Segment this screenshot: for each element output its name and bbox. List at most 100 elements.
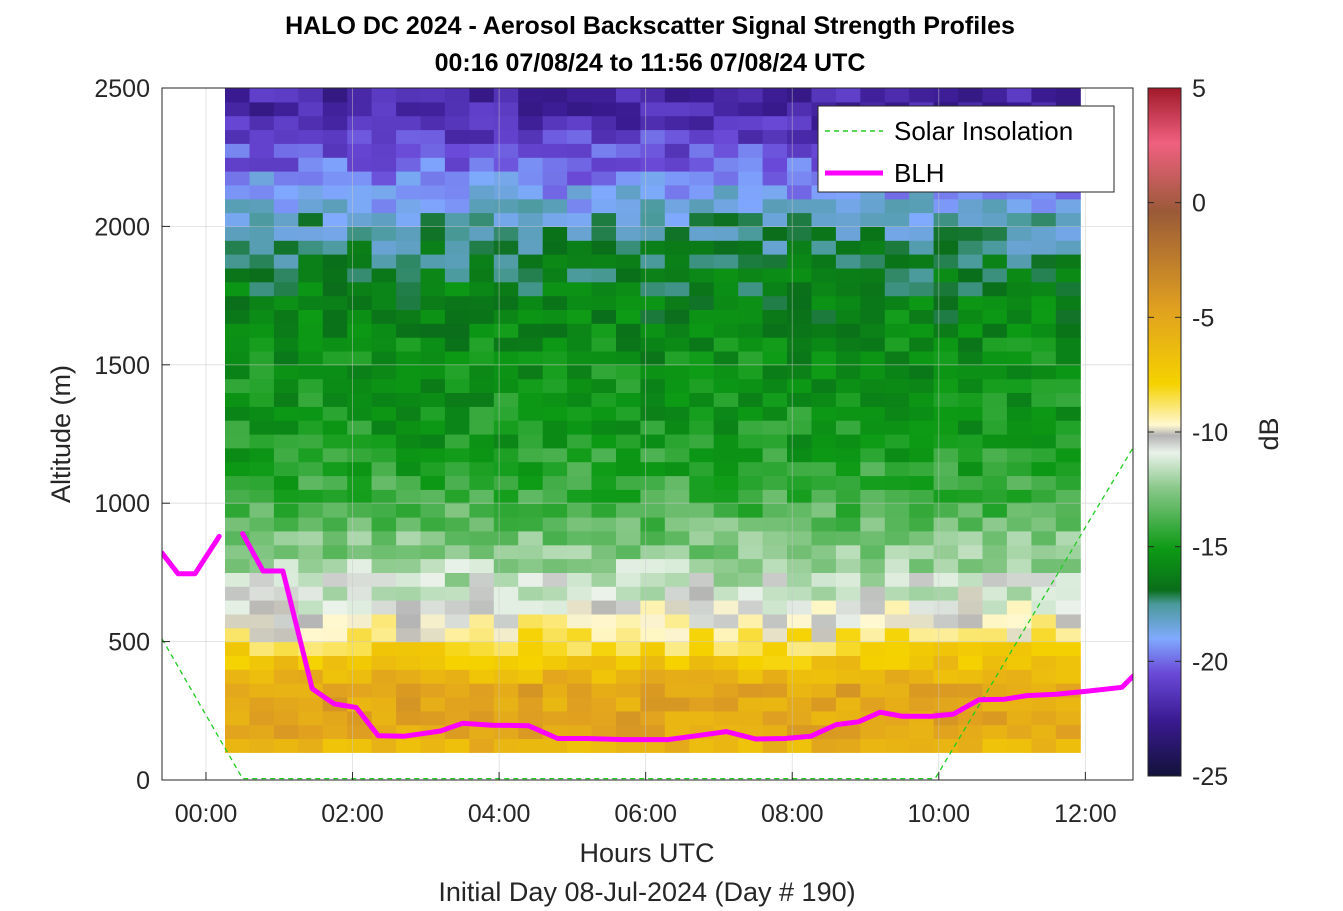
heatmap-cell [640,683,666,698]
heatmap-cell [909,267,935,283]
heatmap-cell [396,517,422,532]
heatmap-cell [835,337,861,352]
heatmap-cell [591,226,617,241]
heatmap-cell [591,143,617,158]
heatmap-cell [1006,364,1032,380]
heatmap-cell [420,101,446,117]
heatmap-cell [860,323,886,338]
x-tick-label: 08:00 [761,800,824,828]
heatmap-cell [396,337,422,352]
heatmap-cell [444,337,470,352]
heatmap-cell [396,461,422,477]
series-line-blh [162,533,222,577]
heatmap-cell [689,572,715,587]
heatmap-cell [493,406,519,421]
heatmap-cell [298,184,324,200]
heatmap-cell [738,406,764,421]
heatmap-cell [689,544,715,560]
heatmap-cell [689,447,715,463]
heatmap-cell [518,530,544,546]
heatmap-cell [982,392,1008,407]
heatmap-cell [616,627,641,643]
heatmap-cell [493,669,519,684]
heatmap-cell [444,530,470,546]
heatmap-cell [738,738,764,753]
heatmap-cell [713,88,739,103]
heatmap-cell [542,295,568,310]
heatmap-cell [835,198,861,214]
heatmap-cell [322,724,348,739]
heatmap-cell [249,323,275,338]
heatmap-cell [542,655,568,670]
heatmap-cell [933,406,959,421]
heatmap-cell [1006,198,1032,214]
heatmap-cell [835,530,861,546]
heatmap-cell [616,240,641,255]
heatmap-cell [420,240,446,255]
heatmap-cell [664,184,690,200]
heatmap-cell [347,378,373,393]
heatmap-cell [396,613,422,629]
heatmap-cell [616,378,641,393]
heatmap-cell [249,724,275,739]
heatmap-cell [958,503,984,518]
heatmap-cell [982,309,1008,324]
heatmap-cell [347,157,373,172]
heatmap-cell [273,517,299,532]
heatmap-cell [713,710,739,726]
heatmap-cell [567,613,593,629]
heatmap-cell [469,129,495,144]
heatmap-cell [396,447,422,463]
heatmap-cell [273,697,299,712]
heatmap-cell [225,88,250,103]
heatmap-cell [1031,337,1057,352]
heatmap-cell [640,115,666,131]
heatmap-cell [811,281,837,297]
heatmap-cell [469,683,495,698]
heatmap-cell [640,530,666,546]
heatmap-cell [958,669,984,684]
heatmap-cell [1006,641,1032,656]
heatmap-cell [591,517,617,532]
heatmap-cell [396,267,422,283]
heatmap-cell [347,683,373,698]
heatmap-cell [371,406,397,421]
heatmap-cell [396,295,422,310]
heatmap-cell [591,683,617,698]
heatmap-cell [1031,267,1057,283]
heatmap-cell [591,697,617,712]
heatmap-cell [811,447,837,463]
heatmap-cell [591,351,617,366]
heatmap-cell [811,323,837,338]
heatmap-cell [567,392,593,407]
heatmap-cell [738,683,764,698]
heatmap-cell [762,337,788,352]
heatmap-cell [347,212,373,227]
heatmap-cell [884,586,910,601]
heatmap-cell [958,378,984,393]
heatmap-cell [347,240,373,255]
heatmap-cell [542,586,568,601]
heatmap-cell [762,669,788,684]
heatmap-cell [640,586,666,601]
heatmap-cell [273,351,299,366]
heatmap-cell [787,558,812,573]
heatmap-cell [762,461,788,477]
heatmap-cell [567,738,593,753]
heatmap-cell [787,503,812,518]
heatmap-cell [762,572,788,587]
heatmap-cell [298,143,324,158]
heatmap-cell [273,309,299,324]
heatmap-cell [493,420,519,435]
heatmap-cell [371,669,397,684]
heatmap-cell [347,171,373,186]
heatmap-cell [835,254,861,269]
heatmap-cell [689,434,715,449]
heatmap-cell [371,212,397,227]
y-tick-label: 1000 [94,490,150,518]
heatmap-cell [738,600,764,615]
heatmap-cell [542,475,568,490]
heatmap-cell [420,572,446,587]
heatmap-cell [664,101,690,117]
heatmap-cell [762,364,788,380]
